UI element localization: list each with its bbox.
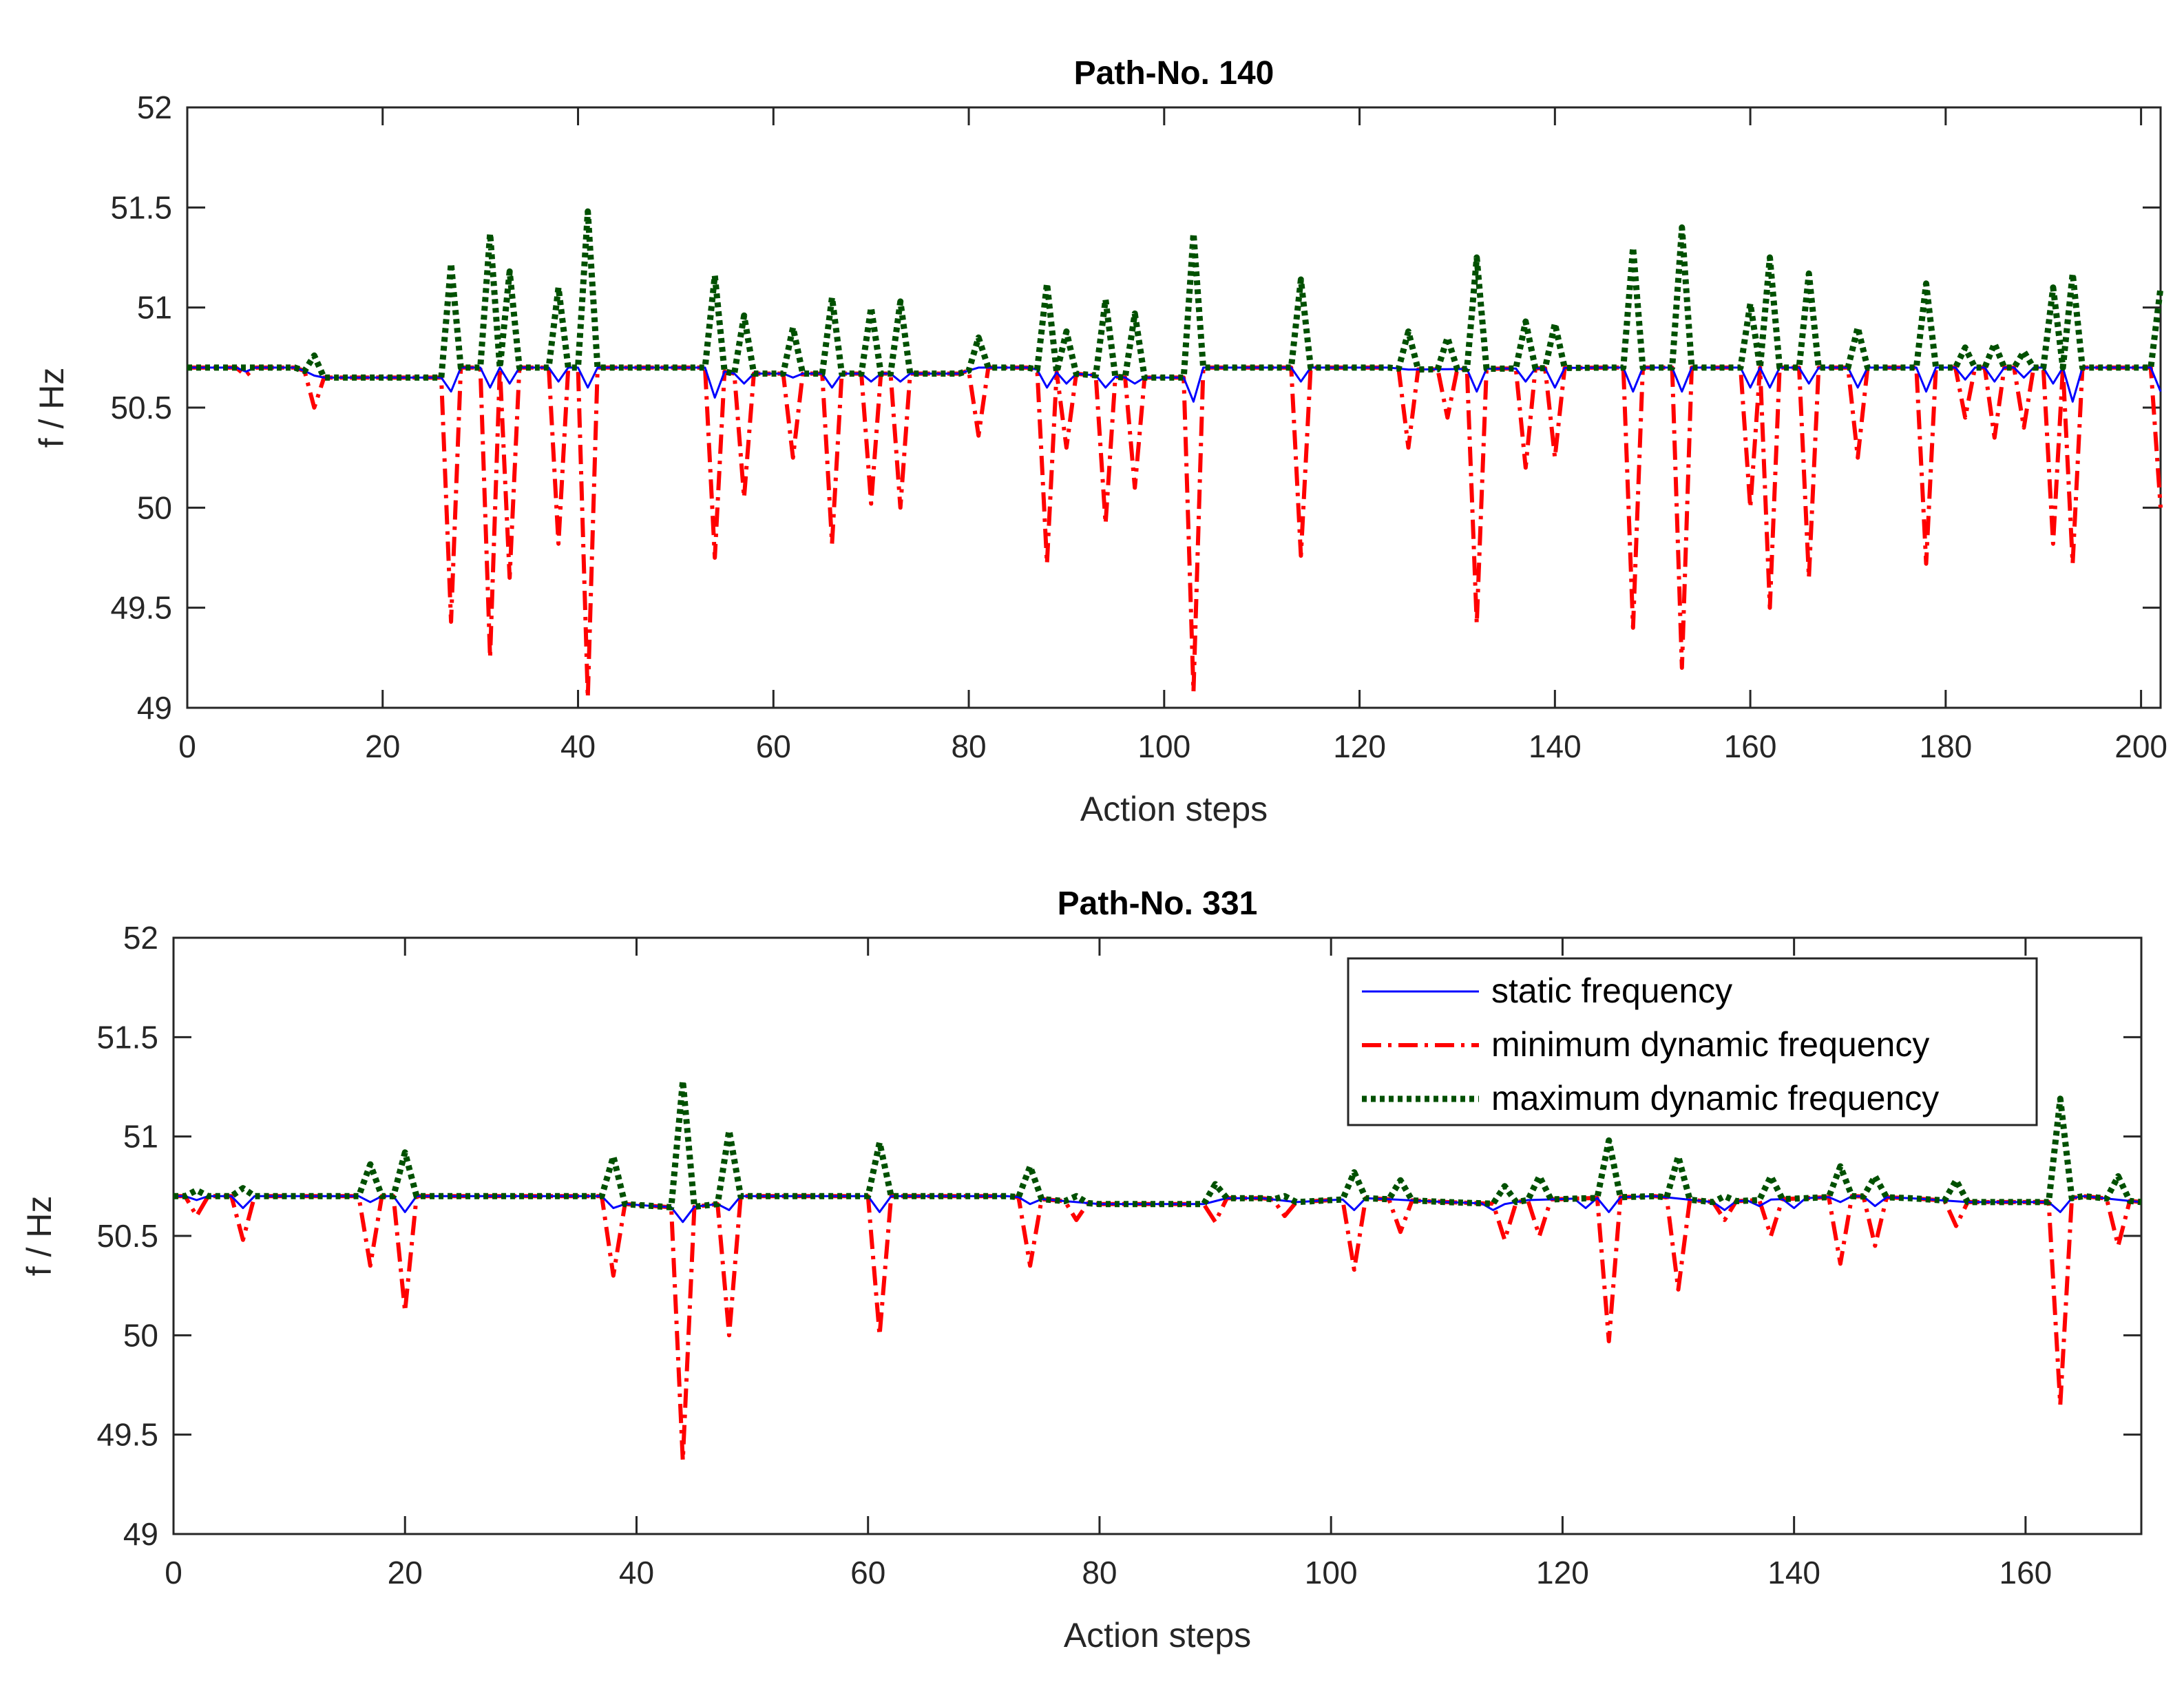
x-tick-label: 80 [951,728,986,764]
y-tick-label: 52 [137,90,172,125]
legend-label-maximum: maximum dynamic frequency [1491,1079,1939,1117]
y-tick-label: 50.5 [96,1218,158,1254]
legend-label-minimum: minimum dynamic frequency [1491,1025,1929,1064]
x-tick-label: 180 [1919,728,1972,764]
chart-title: Path-No. 140 [1074,55,1274,92]
x-tick-label: 40 [619,1555,654,1590]
y-tick-label: 49 [123,1516,158,1552]
chart-path-140: Path-No. 140 Action steps f / Hz 0 20 40 60… [32,55,2167,828]
x-tick-label: 20 [365,728,400,764]
x-tick-label: 0 [178,728,196,764]
y-tick-label: 50.5 [110,390,172,426]
chart-title: Path-No. 331 [1058,885,1258,922]
y-tick-label: 49 [137,690,172,726]
x-tick-label: 0 [165,1555,182,1590]
x-axis-label: Action steps [1064,1616,1251,1655]
axis-ticks: 0 20 40 60 80 100 120 140 160 180 200 49 49.5 50 50.5 5… [110,90,2167,764]
x-tick-label: 140 [1529,728,1582,764]
legend-label-static: static frequency [1491,971,1732,1010]
legend: static frequency minimum dynamic frequen… [1347,957,2038,1126]
y-tick-label: 52 [123,920,158,956]
x-tick-label: 80 [1082,1555,1117,1590]
x-tick-label: 20 [388,1555,423,1590]
x-tick-label: 100 [1137,728,1190,764]
x-tick-label: 200 [2114,728,2167,764]
series-line-dotted [187,208,2164,381]
x-tick-label: 160 [1999,1555,2052,1590]
chart-path-331: Path-No. 331 Action steps f / Hz 0 20 40 60… [20,885,2143,1655]
axis-ticks: 0 20 40 60 80 100 120 140 160 49 49.5 50 50.5 51 51.5 5… [96,920,2141,1590]
x-tick-label: 140 [1767,1555,1820,1590]
y-tick-label: 51 [123,1119,158,1155]
x-tick-label: 120 [1536,1555,1589,1590]
y-tick-label: 50 [137,490,172,525]
y-axis-label: f / Hz [32,368,71,448]
y-tick-label: 50 [123,1317,158,1353]
x-tick-label: 40 [560,728,596,764]
x-tick-label: 60 [756,728,791,764]
y-tick-label: 49.5 [96,1417,158,1453]
y-axis-label: f / Hz [20,1196,59,1277]
x-tick-label: 60 [850,1555,885,1590]
x-tick-label: 100 [1305,1555,1358,1590]
series-layer [174,1078,2142,1463]
y-tick-label: 51.5 [110,189,172,225]
x-axis-label: Action steps [1080,790,1268,828]
y-tick-label: 51 [137,290,172,326]
x-tick-label: 120 [1333,728,1386,764]
x-tick-label: 160 [1724,728,1777,764]
series-layer [187,208,2164,700]
series-line-dotted [174,1078,2142,1210]
y-tick-label: 49.5 [110,590,172,626]
y-tick-label: 51.5 [96,1019,158,1055]
